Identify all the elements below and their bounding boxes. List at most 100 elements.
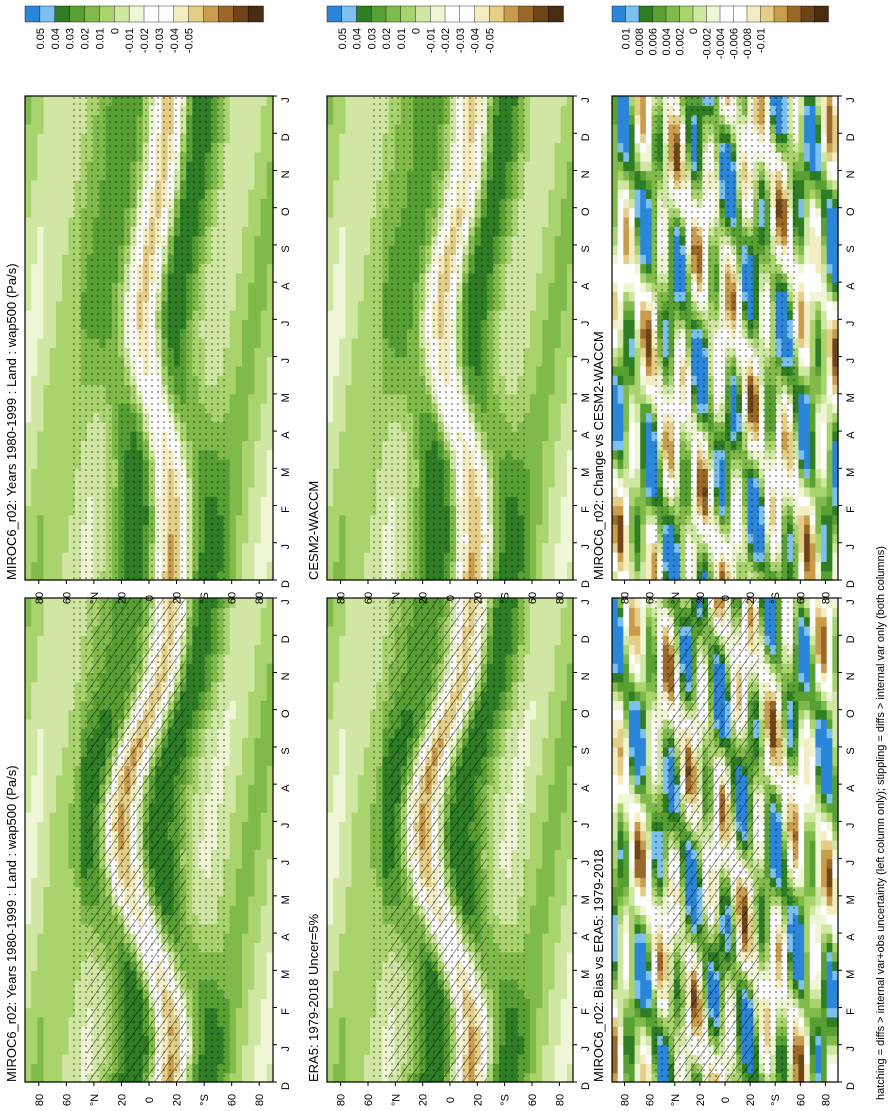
heatmap-cell (229, 431, 237, 441)
heatmap-cell (31, 821, 38, 832)
heatmap-cell (25, 524, 32, 535)
heatmap-cell (260, 412, 268, 423)
heatmap-cell (235, 319, 243, 330)
heatmap-cell (229, 821, 237, 832)
heatmap-cell (56, 1007, 63, 1018)
heatmap-cell (266, 840, 274, 850)
heatmap-cell (260, 533, 268, 544)
heatmap-cell (25, 998, 32, 1009)
heatmap-cell (235, 310, 243, 320)
heatmap-cell (345, 709, 353, 720)
colorbar-label: -0.01 (124, 28, 136, 53)
heatmap-cell (25, 514, 32, 525)
heatmap-cell (248, 412, 255, 423)
heatmap-cell (254, 561, 262, 572)
heatmap-cell (235, 300, 243, 311)
heatmap-cell (339, 905, 347, 916)
heatmap-cell (235, 328, 243, 339)
month-label: J (280, 1046, 292, 1052)
heatmap-cell (235, 598, 243, 608)
heatmap-cell (37, 970, 45, 981)
heatmap-cell (254, 895, 262, 906)
heatmap-cell (25, 449, 32, 460)
heatmap-cell (56, 728, 63, 739)
heatmap-cell (254, 998, 262, 1009)
heatmap-cell (266, 849, 274, 860)
heatmap-cell (351, 756, 359, 767)
heatmap-cell (56, 784, 63, 795)
heatmap-cell (254, 616, 262, 627)
heatmap-cell (260, 244, 268, 255)
heatmap-cell (56, 756, 63, 767)
heatmap-cell (56, 542, 63, 553)
heatmap-cell (260, 384, 268, 395)
heatmap-cell (56, 282, 63, 293)
heatmap-cell (56, 933, 63, 943)
heatmap-cell (43, 784, 51, 795)
heatmap-cell (351, 1026, 359, 1037)
heatmap-cell (248, 672, 255, 683)
heatmap-cell (266, 179, 274, 190)
heatmap-cell (351, 812, 359, 822)
heatmap-cell (339, 625, 347, 636)
heatmap-cell (229, 533, 237, 544)
heatmap-cell (363, 961, 371, 971)
heatmap-cell (62, 951, 69, 962)
heatmap-cell (260, 207, 268, 218)
heatmap-cell (49, 552, 57, 562)
heatmap-cell (56, 616, 63, 627)
heatmap-cell (31, 496, 38, 507)
heatmap-cell (43, 942, 51, 953)
heatmap-cell (345, 1044, 353, 1055)
heatmap-cell (25, 291, 32, 302)
heatmap-cell (49, 877, 57, 888)
heatmap-cell (254, 133, 262, 144)
heatmap-cell (49, 719, 57, 729)
heatmap-cell (25, 812, 32, 822)
heatmap-cell (229, 1054, 237, 1064)
lat-label: 0 (144, 595, 156, 601)
heatmap-cell (333, 653, 340, 664)
heatmap-cell (49, 226, 57, 237)
heatmap-cell (242, 310, 249, 320)
heatmap-cell (25, 979, 32, 990)
heatmap-cell (254, 681, 262, 692)
colorbar-label: -0.03 (154, 28, 166, 53)
heatmap-cell (25, 802, 32, 813)
heatmap-cell (31, 542, 38, 553)
heatmap-cell (31, 691, 38, 701)
heatmap-cell (260, 96, 268, 106)
colorbar-label: 0 (109, 28, 121, 34)
heatmap-cell (242, 598, 249, 608)
heatmap-cell (49, 300, 57, 311)
heatmap-cell (25, 607, 32, 618)
heatmap-cell (229, 942, 237, 953)
heatmap-cell (235, 765, 243, 776)
heatmap-cell (235, 552, 243, 562)
heatmap-cell (254, 942, 262, 953)
heatmap-cell (242, 961, 249, 971)
heatmap-cell (242, 672, 249, 683)
heatmap-cell (357, 793, 365, 804)
heatmap-cell (333, 598, 340, 608)
colorbar-swatch (203, 5, 220, 23)
heatmap-cell (31, 217, 38, 227)
heatmap-cell (62, 514, 69, 525)
heatmap-cell (254, 988, 262, 999)
heatmap-cell (62, 449, 69, 460)
heatmap-cell (25, 561, 32, 572)
heatmap-cell (357, 598, 365, 608)
heatmap-cell (62, 468, 69, 479)
heatmap-cell (229, 895, 237, 906)
heatmap-cell (266, 672, 274, 683)
heatmap-cell (333, 970, 340, 981)
heatmap-cell (31, 356, 38, 367)
heatmap-cell (260, 179, 268, 190)
heatmap-cell (363, 765, 371, 776)
heatmap-cell (62, 774, 69, 785)
heatmap-cell (56, 691, 63, 701)
heatmap-cell (62, 644, 69, 655)
heatmap-cell (260, 867, 268, 878)
heatmap-cell (25, 1054, 32, 1064)
